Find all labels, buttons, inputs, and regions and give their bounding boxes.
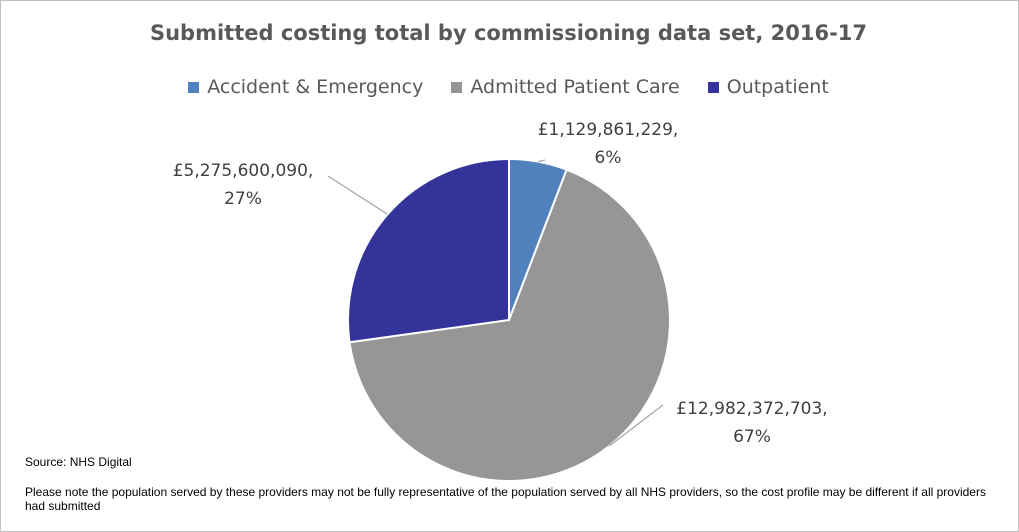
footnote: Please note the population served by the… — [25, 485, 986, 513]
legend: Accident & Emergency Admitted Patient Ca… — [0, 76, 1017, 98]
leader-line-admitted-patient-care — [608, 404, 664, 447]
data-label-admitted-patient-care-value: £12,982,372,703, — [676, 399, 827, 419]
pie-slice-outpatient[interactable] — [347, 157, 510, 344]
leader-line-outpatient — [327, 175, 388, 215]
legend-swatch-outpatient — [707, 81, 719, 93]
source-note: Source: NHS Digital — [25, 455, 132, 469]
legend-item-outpatient[interactable]: Outpatient — [707, 76, 829, 98]
data-label-outpatient-percent: 27% — [224, 189, 262, 209]
legend-swatch-accident-emergency — [188, 81, 200, 93]
chart-title: Submitted costing total by commissioning… — [149, 21, 868, 45]
legend-label-admitted-patient-care: Admitted Patient Care — [470, 76, 680, 98]
pie-slice-admitted-patient-care[interactable] — [348, 168, 671, 482]
legend-item-admitted-patient-care[interactable]: Admitted Patient Care — [451, 76, 680, 98]
data-label-outpatient-value: £5,275,600,090, — [173, 161, 314, 181]
leader-line-accident-emergency — [538, 159, 546, 163]
legend-label-accident-emergency: Accident & Emergency — [207, 76, 424, 98]
legend-item-accident-emergency[interactable]: Accident & Emergency — [188, 76, 423, 98]
legend-swatch-admitted-patient-care — [451, 81, 463, 93]
data-label-admitted-patient-care-percent: 67% — [733, 427, 771, 447]
legend-label-outpatient: Outpatient — [726, 76, 829, 98]
data-label-accident-emergency-value: £1,129,861,229, — [538, 120, 679, 140]
data-label-accident-emergency-percent: 6% — [595, 148, 622, 168]
